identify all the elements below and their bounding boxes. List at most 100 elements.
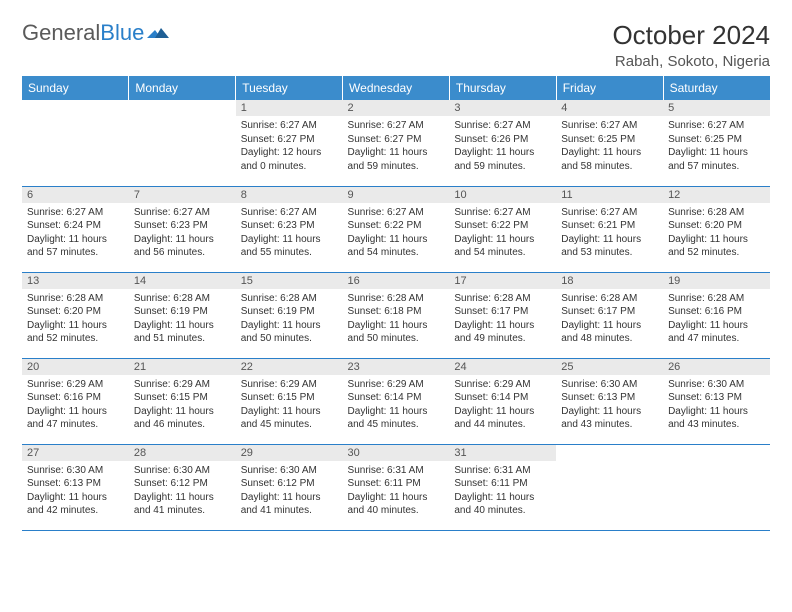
calendar-cell: 12Sunrise: 6:28 AMSunset: 6:20 PMDayligh… [663, 186, 770, 272]
sunrise-text: Sunrise: 6:30 AM [561, 378, 658, 392]
calendar-table: Sunday Monday Tuesday Wednesday Thursday… [22, 76, 770, 531]
calendar-cell: 14Sunrise: 6:28 AMSunset: 6:19 PMDayligh… [129, 272, 236, 358]
day-number: 31 [449, 445, 556, 461]
day-details: Sunrise: 6:28 AMSunset: 6:19 PMDaylight:… [129, 289, 236, 349]
calendar-cell: 22 Sunrise: 6:29 AMSunset: 6:15 PMDayligh… [236, 358, 343, 444]
day-details: Sunrise: 6:27 AMSunset: 6:21 PMDaylight:… [556, 203, 663, 263]
sunset-text: Sunset: 6:18 PM [348, 305, 445, 319]
day-details: Sunrise: 6:28 AMSunset: 6:17 PMDaylight:… [556, 289, 663, 349]
day-details: Sunrise: 6:27 AMSunset: 6:23 PMDaylight:… [129, 203, 236, 263]
sunset-text: Sunset: 6:20 PM [668, 219, 765, 233]
calendar-row: 13Sunrise: 6:28 AMSunset: 6:20 PMDayligh… [22, 272, 770, 358]
daylight-text: Daylight: 11 hours and 40 minutes. [348, 491, 445, 518]
day-details: Sunrise: 6:27 AMSunset: 6:27 PMDaylight:… [236, 116, 343, 176]
daylight-text: Daylight: 11 hours and 45 minutes. [241, 405, 338, 432]
day-number: 13 [22, 273, 129, 289]
day-number: 27 [22, 445, 129, 461]
day-number: 5 [663, 100, 770, 116]
day-details: Sunrise: 6:27 AMSunset: 6:22 PMDaylight:… [449, 203, 556, 263]
daylight-text: Daylight: 11 hours and 57 minutes. [668, 146, 765, 173]
daylight-text: Daylight: 11 hours and 59 minutes. [348, 146, 445, 173]
sunset-text: Sunset: 6:11 PM [348, 477, 445, 491]
calendar-cell: 23Sunrise: 6:29 AMSunset: 6:14 PMDayligh… [343, 358, 450, 444]
day-details: Sunrise: 6:29 AMSunset: 6:14 PMDaylight:… [343, 375, 450, 435]
day-number: 30 [343, 445, 450, 461]
sunset-text: Sunset: 6:21 PM [561, 219, 658, 233]
day-details: Sunrise: 6:27 AMSunset: 6:27 PMDaylight:… [343, 116, 450, 176]
daylight-text: Daylight: 11 hours and 47 minutes. [668, 319, 765, 346]
sunset-text: Sunset: 6:13 PM [561, 391, 658, 405]
sunrise-text: Sunrise: 6:28 AM [668, 292, 765, 306]
daylight-text: Daylight: 11 hours and 56 minutes. [134, 233, 231, 260]
day-details: Sunrise: 6:27 AMSunset: 6:25 PMDaylight:… [663, 116, 770, 176]
sunset-text: Sunset: 6:20 PM [27, 305, 124, 319]
day-details: Sunrise: 6:28 AMSunset: 6:16 PMDaylight:… [663, 289, 770, 349]
daylight-text: Daylight: 12 hours and 0 minutes. [241, 146, 338, 173]
calendar-cell: 2Sunrise: 6:27 AMSunset: 6:27 PMDaylight… [343, 100, 450, 186]
day-details: Sunrise: 6:29 AMSunset: 6:15 PMDaylight:… [129, 375, 236, 435]
calendar-body: 1Sunrise: 6:27 AMSunset: 6:27 PMDaylight… [22, 100, 770, 530]
sunset-text: Sunset: 6:15 PM [241, 391, 338, 405]
day-number: 21 [129, 359, 236, 375]
day-number: 15 [236, 273, 343, 289]
daylight-text: Daylight: 11 hours and 58 minutes. [561, 146, 658, 173]
sunrise-text: Sunrise: 6:28 AM [561, 292, 658, 306]
logo-text-general: General [22, 20, 100, 46]
sunrise-text: Sunrise: 6:28 AM [241, 292, 338, 306]
day-number: 26 [663, 359, 770, 375]
sunrise-text: Sunrise: 6:30 AM [134, 464, 231, 478]
day-number: 24 [449, 359, 556, 375]
day-details: Sunrise: 6:28 AMSunset: 6:19 PMDaylight:… [236, 289, 343, 349]
day-number: 17 [449, 273, 556, 289]
calendar-cell: 25Sunrise: 6:30 AMSunset: 6:13 PMDayligh… [556, 358, 663, 444]
dayhead-sunday: Sunday [22, 76, 129, 100]
calendar-head: Sunday Monday Tuesday Wednesday Thursday… [22, 76, 770, 100]
day-number: 14 [129, 273, 236, 289]
daylight-text: Daylight: 11 hours and 57 minutes. [27, 233, 124, 260]
day-number: 16 [343, 273, 450, 289]
day-details: Sunrise: 6:27 AMSunset: 6:25 PMDaylight:… [556, 116, 663, 176]
calendar-cell: 28Sunrise: 6:30 AMSunset: 6:12 PMDayligh… [129, 444, 236, 530]
calendar-cell: 18Sunrise: 6:28 AMSunset: 6:17 PMDayligh… [556, 272, 663, 358]
calendar-cell: 17Sunrise: 6:28 AMSunset: 6:17 PMDayligh… [449, 272, 556, 358]
day-number: 10 [449, 187, 556, 203]
day-details: Sunrise: 6:28 AMSunset: 6:20 PMDaylight:… [22, 289, 129, 349]
sunset-text: Sunset: 6:15 PM [134, 391, 231, 405]
day-number: 25 [556, 359, 663, 375]
day-details: Sunrise: 6:28 AMSunset: 6:17 PMDaylight:… [449, 289, 556, 349]
sunset-text: Sunset: 6:11 PM [454, 477, 551, 491]
daylight-text: Daylight: 11 hours and 52 minutes. [27, 319, 124, 346]
calendar-cell [22, 100, 129, 186]
sunrise-text: Sunrise: 6:30 AM [668, 378, 765, 392]
daylight-text: Daylight: 11 hours and 54 minutes. [348, 233, 445, 260]
daylight-text: Daylight: 11 hours and 48 minutes. [561, 319, 658, 346]
sunrise-text: Sunrise: 6:27 AM [454, 206, 551, 220]
sunrise-text: Sunrise: 6:27 AM [348, 206, 445, 220]
sunset-text: Sunset: 6:19 PM [241, 305, 338, 319]
calendar-cell: 29Sunrise: 6:30 AMSunset: 6:12 PMDayligh… [236, 444, 343, 530]
sunset-text: Sunset: 6:14 PM [454, 391, 551, 405]
calendar-cell: 6Sunrise: 6:27 AMSunset: 6:24 PMDaylight… [22, 186, 129, 272]
daylight-text: Daylight: 11 hours and 59 minutes. [454, 146, 551, 173]
calendar-cell: 8Sunrise: 6:27 AMSunset: 6:23 PMDaylight… [236, 186, 343, 272]
sunset-text: Sunset: 6:27 PM [348, 133, 445, 147]
sunset-text: Sunset: 6:17 PM [561, 305, 658, 319]
day-number: 12 [663, 187, 770, 203]
sunrise-text: Sunrise: 6:29 AM [241, 378, 338, 392]
daylight-text: Daylight: 11 hours and 50 minutes. [241, 319, 338, 346]
day-number [556, 445, 663, 461]
day-number: 23 [343, 359, 450, 375]
calendar-cell: 26Sunrise: 6:30 AMSunset: 6:13 PMDayligh… [663, 358, 770, 444]
logo: GeneralBlue [22, 20, 169, 46]
sunrise-text: Sunrise: 6:27 AM [348, 119, 445, 133]
calendar-cell: 15Sunrise: 6:28 AMSunset: 6:19 PMDayligh… [236, 272, 343, 358]
sunrise-text: Sunrise: 6:27 AM [454, 119, 551, 133]
month-title: October 2024 [612, 20, 770, 51]
calendar-cell: 10Sunrise: 6:27 AMSunset: 6:22 PMDayligh… [449, 186, 556, 272]
sunset-text: Sunset: 6:23 PM [134, 219, 231, 233]
day-number: 22 [236, 359, 343, 375]
sunrise-text: Sunrise: 6:30 AM [241, 464, 338, 478]
dayhead-wednesday: Wednesday [343, 76, 450, 100]
day-number: 19 [663, 273, 770, 289]
day-number: 11 [556, 187, 663, 203]
